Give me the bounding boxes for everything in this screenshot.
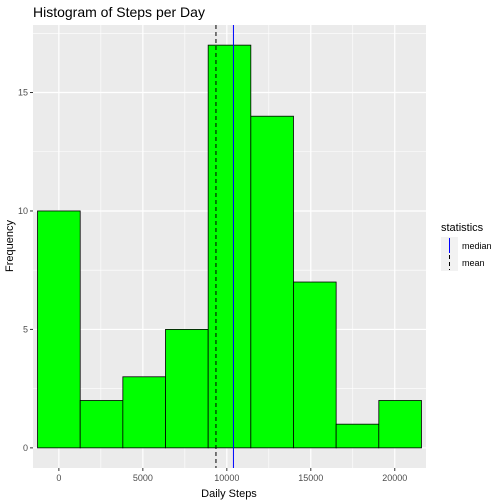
x-tick-label: 10000 xyxy=(214,473,239,483)
y-tick-label: 5 xyxy=(23,324,28,334)
x-axis-title: Daily Steps xyxy=(201,488,257,500)
y-axis-ticks: 0 5 10 15 xyxy=(18,88,33,453)
x-tick-label: 5000 xyxy=(133,473,153,483)
legend-title: statistics xyxy=(441,222,484,234)
y-tick-label: 0 xyxy=(23,443,28,453)
histogram-bar xyxy=(165,329,209,449)
histogram-bar xyxy=(37,210,81,449)
histogram-bar xyxy=(335,423,380,449)
legend-label-median: median xyxy=(462,241,492,251)
histogram-bar xyxy=(207,44,252,449)
histogram-bar xyxy=(250,115,294,449)
reference-lines xyxy=(215,25,234,468)
histogram-bar xyxy=(293,281,337,449)
histogram-bars xyxy=(37,44,422,449)
y-tick-label: 15 xyxy=(18,88,28,98)
x-axis-ticks: 0 5000 10000 15000 20000 xyxy=(56,468,407,483)
histogram-bar xyxy=(378,400,422,449)
y-tick-label: 10 xyxy=(18,206,28,216)
x-tick-label: 15000 xyxy=(298,473,323,483)
y-axis-title: Frequency xyxy=(4,220,16,272)
chart-title: Histogram of Steps per Day xyxy=(33,4,205,20)
legend-label-mean: mean xyxy=(462,258,485,268)
legend: statistics median mean xyxy=(441,222,492,271)
x-tick-label: 0 xyxy=(56,473,61,483)
histogram-bar xyxy=(79,400,124,449)
x-tick-label: 20000 xyxy=(382,473,407,483)
histogram-bar xyxy=(122,376,166,449)
